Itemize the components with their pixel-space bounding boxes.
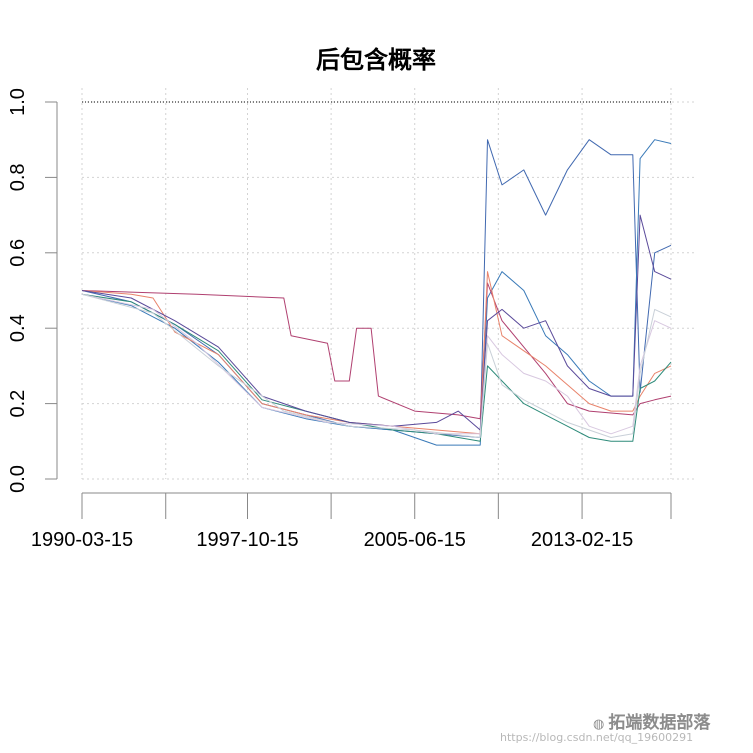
- series-line-5: [81, 293, 672, 442]
- y-tick-label: 0.8: [7, 163, 29, 191]
- grid: [81, 88, 695, 480]
- watermark-brand: ◍ 拓端数据部落: [593, 708, 710, 733]
- series-lines: [81, 139, 672, 446]
- series-line-3: [81, 282, 672, 420]
- x-tick-label: 2013-02-15: [531, 529, 633, 551]
- chart-title: 后包含概率: [316, 45, 436, 74]
- watermark-url: https://blog.csdn.net/qq_19600291: [500, 731, 694, 744]
- y-tick-label: 0.4: [7, 314, 29, 342]
- x-tick-label: 1997-10-15: [196, 529, 298, 551]
- y-tick-label: 0.2: [7, 390, 29, 418]
- y-tick-label: 0.6: [7, 239, 29, 267]
- series-line-8: [81, 293, 672, 438]
- series-line-6: [81, 214, 672, 431]
- x-tick-label: 2005-06-15: [364, 529, 466, 551]
- y-tick-label: 1.0: [7, 88, 29, 116]
- x-tick-label: 1990-03-15: [31, 529, 133, 551]
- y-tick-label: 0.0: [7, 465, 29, 493]
- wechat-icon: ◍: [593, 717, 605, 732]
- watermark-brand-text: 拓端数据部落: [608, 713, 711, 733]
- y-axis-ticks: 0.0 0.2 0.4 0.6 0.8 1.0: [7, 88, 57, 493]
- series-line-7: [81, 293, 672, 435]
- x-axis-ticks: 1990-03-15 1997-10-15 2005-06-15 2013-02-15: [31, 493, 672, 551]
